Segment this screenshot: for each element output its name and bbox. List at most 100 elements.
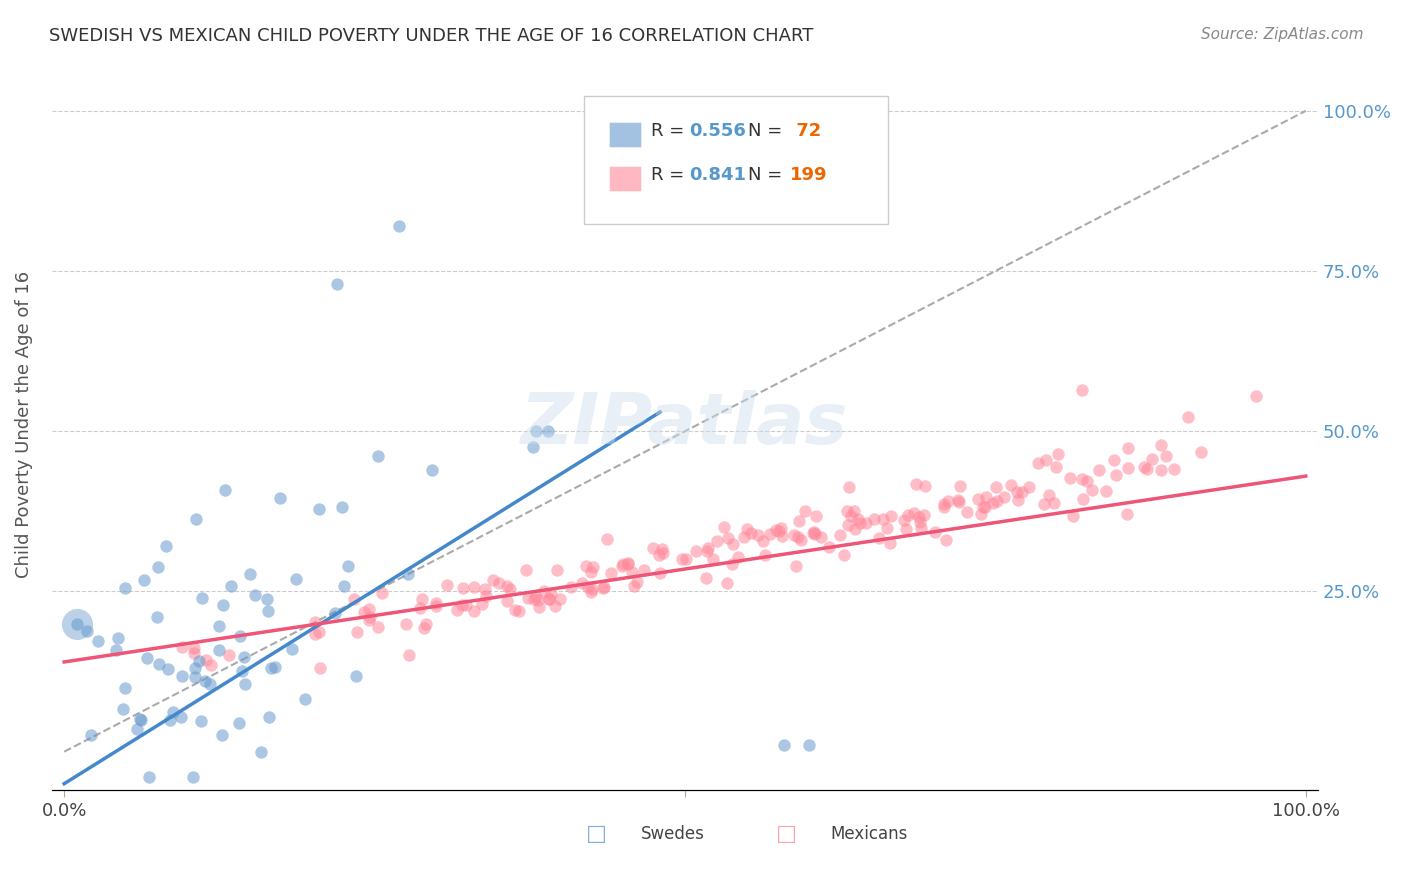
Point [576,580,599,594]
Point [333,579,356,593]
Point [839,509,862,524]
Point [191,591,214,606]
Point [114,581,136,595]
Point [128,712,150,726]
Point [409,600,432,615]
Point [112,702,135,716]
Point [170,709,193,723]
Point [357,602,380,616]
Point [200,677,222,691]
Point [592,580,614,594]
Point [263,660,285,674]
Point [256,592,278,607]
FancyBboxPatch shape [583,96,887,224]
Point [862,512,884,526]
Point [475,590,498,604]
Text: 72: 72 [790,122,821,140]
Point [617,556,640,570]
Point [1116,461,1139,475]
Point [1102,452,1125,467]
Point [993,490,1015,504]
Point [105,643,128,657]
Point [172,640,194,655]
Point [537,591,560,606]
Point [451,581,474,595]
Point [474,582,496,596]
Point [969,507,991,521]
Point [830,527,852,541]
Point [212,599,235,613]
Point [65,616,87,631]
Point [524,590,547,604]
Point [308,625,330,640]
Point [522,440,544,454]
Point [716,576,738,591]
Point [1189,445,1212,459]
Point [579,566,602,580]
Point [706,533,728,548]
Point [1080,483,1102,498]
Text: Source: ZipAtlas.com: Source: ZipAtlas.com [1201,27,1364,42]
Point [76,624,98,639]
Point [1000,478,1022,492]
Text: ZIPatlas: ZIPatlas [522,391,849,459]
Point [612,559,634,574]
Point [914,479,936,493]
Point [256,604,278,618]
Point [818,541,841,555]
Point [972,500,994,515]
Point [949,479,972,493]
Point [893,512,915,526]
Point [146,560,169,574]
Point [190,714,212,728]
Point [1026,456,1049,470]
Point [804,527,827,541]
Point [702,551,724,566]
Point [482,573,505,587]
Point [932,496,955,510]
Point [425,599,447,613]
Point [412,621,434,635]
Point [233,676,256,690]
Point [790,533,813,548]
Point [346,624,368,639]
Text: □: □ [776,824,797,844]
Point [527,592,550,607]
Point [371,586,394,600]
Point [450,598,472,612]
Point [488,576,510,591]
Point [695,571,717,585]
Point [1150,463,1173,477]
Point [1087,463,1109,477]
Text: R =: R = [651,166,690,184]
Point [162,706,184,720]
Point [868,532,890,546]
Point [1007,492,1029,507]
Point [579,585,602,599]
Point [752,534,775,549]
Point [184,661,207,675]
Point [837,517,859,532]
Point [879,536,901,550]
Point [508,604,530,618]
Point [648,548,671,562]
Point [398,648,420,663]
Point [621,565,644,579]
Point [1076,474,1098,488]
Point [425,596,447,610]
Point [471,597,494,611]
Point [651,546,673,560]
Y-axis label: Child Poverty Under the Age of 16: Child Poverty Under the Age of 16 [15,271,32,578]
Point [353,605,375,619]
Point [733,530,755,544]
Point [974,490,997,504]
Point [336,558,359,573]
Point [285,572,308,586]
Point [260,661,283,675]
Point [849,516,872,531]
Point [671,552,693,566]
Point [880,509,903,524]
Point [1094,483,1116,498]
Point [932,500,955,515]
Point [114,681,136,696]
